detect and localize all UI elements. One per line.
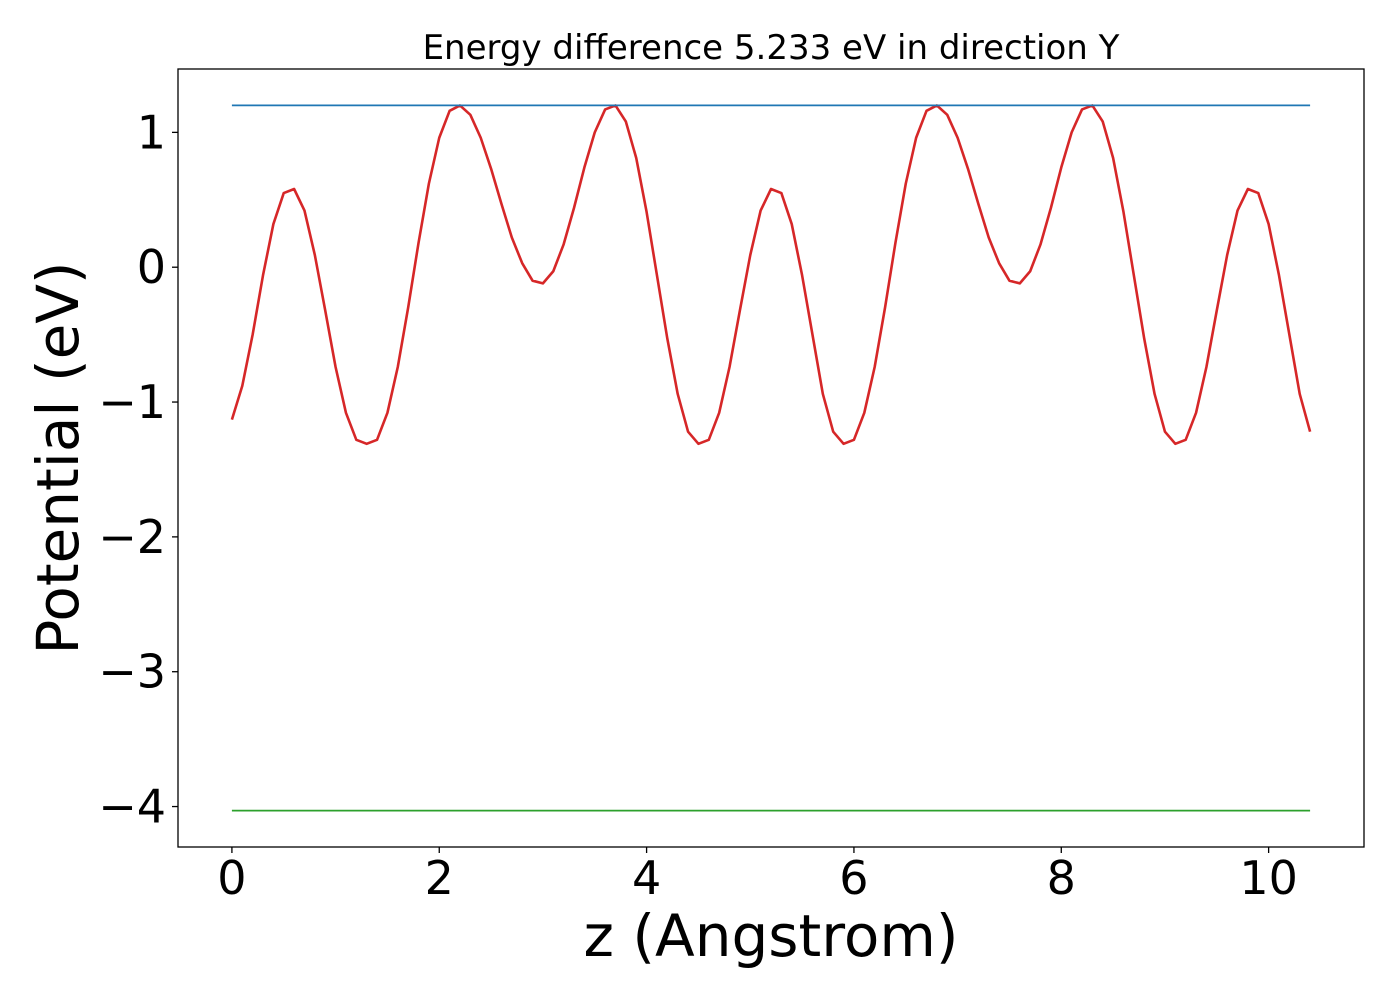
y-axis-label: Potential (eV): [24, 261, 92, 654]
x-tick-label: 10: [1239, 851, 1298, 905]
y-tick-label: −3: [98, 645, 166, 699]
y-tick-label: 0: [137, 240, 166, 294]
plot-frame: [177, 68, 1365, 848]
x-tick-label: 8: [1047, 851, 1076, 905]
plot-area: [177, 68, 1365, 848]
y-tick-label: 1: [137, 105, 166, 159]
x-axis-label: z (Angstrom): [584, 902, 959, 970]
y-axis-ticks: 1 0 −1 −2 −3 −4: [98, 105, 178, 834]
chart-title: Energy difference 5.233 eV in direction …: [423, 28, 1120, 68]
x-tick-label: 4: [632, 851, 661, 905]
y-tick-label: −2: [98, 510, 166, 564]
x-tick-label: 2: [425, 851, 454, 905]
series-line-0: [230, 104, 1312, 446]
x-tick-label: 0: [217, 851, 246, 905]
y-tick-label: −1: [98, 375, 166, 429]
x-tick-label: 6: [839, 851, 868, 905]
x-axis-ticks: 0 2 4 6 8 10: [217, 847, 1298, 905]
y-tick-label: −4: [98, 780, 166, 834]
